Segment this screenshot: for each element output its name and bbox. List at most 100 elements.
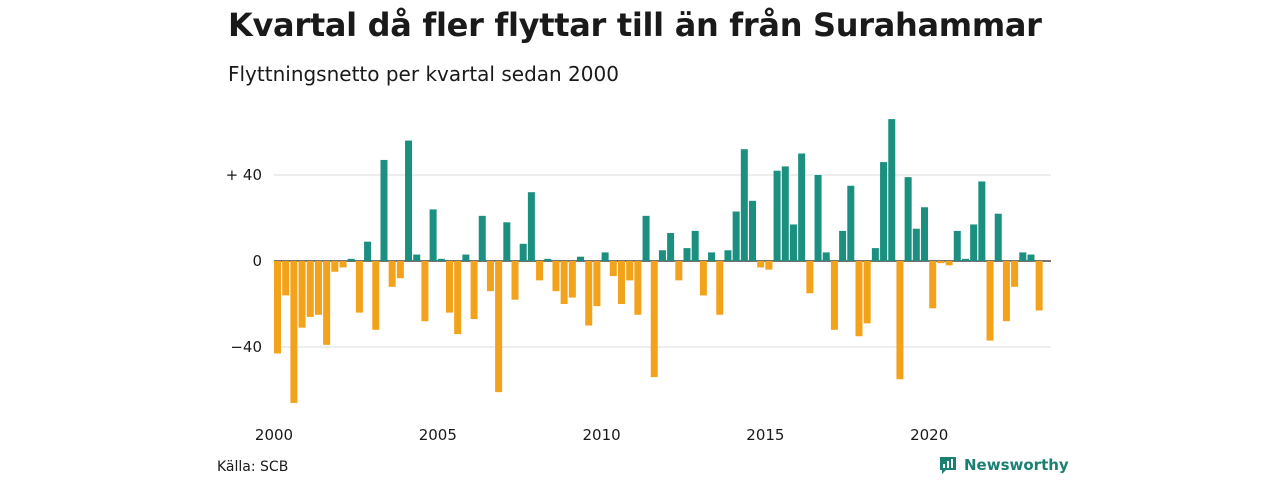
bar-2023-q1[interactable] <box>1027 254 1035 261</box>
bar-2019-q3[interactable] <box>912 228 920 261</box>
bar-2000-q4[interactable] <box>298 261 306 328</box>
bar-2005-q1[interactable] <box>437 258 445 261</box>
bar-2008-q1[interactable] <box>536 261 544 281</box>
bar-2009-q3[interactable] <box>585 261 593 326</box>
bar-2002-q2[interactable] <box>347 258 355 261</box>
bar-2017-q4[interactable] <box>855 261 863 337</box>
bar-2000-q3[interactable] <box>290 261 298 403</box>
bar-2022-q2[interactable] <box>1002 261 1010 322</box>
bar-2004-q4[interactable] <box>429 209 437 261</box>
bar-2002-q1[interactable] <box>339 261 347 268</box>
bar-2004-q2[interactable] <box>413 254 421 261</box>
bar-2008-q3[interactable] <box>552 261 560 292</box>
bar-2020-q3[interactable] <box>945 261 953 266</box>
bar-2003-q4[interactable] <box>396 261 404 279</box>
bar-2003-q1[interactable] <box>372 261 380 330</box>
bar-2006-q3[interactable] <box>486 261 494 292</box>
bar-2015-q4[interactable] <box>789 224 797 261</box>
bar-2003-q2[interactable] <box>380 159 388 261</box>
bar-2001-q2[interactable] <box>314 261 322 315</box>
bar-2016-q3[interactable] <box>814 175 822 261</box>
bar-2011-q1[interactable] <box>634 261 642 315</box>
bar-2001-q1[interactable] <box>306 261 314 317</box>
bar-2006-q2[interactable] <box>478 215 486 261</box>
bar-2016-q1[interactable] <box>798 153 806 262</box>
bar-2005-q4[interactable] <box>462 254 470 261</box>
bar-2006-q4[interactable] <box>495 261 503 393</box>
bar-2015-q2[interactable] <box>773 170 781 261</box>
bar-2017-q3[interactable] <box>847 185 855 261</box>
bar-2021-q1[interactable] <box>961 258 969 261</box>
x-tick-label: 2005 <box>419 426 457 444</box>
bar-2021-q3[interactable] <box>978 181 986 261</box>
bar-2023-q2[interactable] <box>1035 261 1043 311</box>
bar-2014-q2[interactable] <box>740 149 748 261</box>
bar-2011-q3[interactable] <box>650 261 658 378</box>
bar-2012-q3[interactable] <box>683 248 691 261</box>
bar-2015-q3[interactable] <box>781 166 789 261</box>
bars <box>274 119 1043 403</box>
bar-2001-q4[interactable] <box>331 261 339 272</box>
bar-2018-q1[interactable] <box>863 261 871 324</box>
brand-logo[interactable]: Newsworthy <box>938 455 1069 475</box>
bar-2008-q4[interactable] <box>560 261 568 304</box>
bar-2010-q1[interactable] <box>601 252 609 261</box>
bar-2007-q3[interactable] <box>519 243 527 261</box>
bar-2013-q1[interactable] <box>699 261 707 296</box>
bar-2007-q2[interactable] <box>511 261 519 300</box>
bar-2009-q1[interactable] <box>568 261 576 298</box>
bar-2012-q2[interactable] <box>675 261 683 281</box>
bar-2012-q1[interactable] <box>667 233 675 261</box>
bar-2019-q1[interactable] <box>896 261 904 380</box>
bar-2006-q1[interactable] <box>470 261 478 320</box>
bar-2020-q2[interactable] <box>937 261 945 264</box>
axis-labels: + 40 0 −40 2000 2005 2010 2015 2020 <box>226 166 949 444</box>
bar-2022-q1[interactable] <box>994 213 1002 261</box>
bar-2005-q3[interactable] <box>454 261 462 335</box>
bar-2016-q4[interactable] <box>822 252 830 261</box>
bar-2009-q4[interactable] <box>593 261 601 307</box>
bar-2013-q2[interactable] <box>708 252 716 261</box>
bar-2017-q2[interactable] <box>839 230 847 261</box>
bar-2022-q3[interactable] <box>1011 261 1019 287</box>
bar-2011-q2[interactable] <box>642 215 650 261</box>
bar-2019-q2[interactable] <box>904 177 912 261</box>
bar-2000-q2[interactable] <box>282 261 290 296</box>
bar-2016-q2[interactable] <box>806 261 814 294</box>
bar-2014-q1[interactable] <box>732 211 740 261</box>
bar-2022-q4[interactable] <box>1019 252 1027 261</box>
bar-2015-q1[interactable] <box>765 261 773 270</box>
bar-2010-q4[interactable] <box>626 261 634 281</box>
bar-2008-q2[interactable] <box>544 258 552 261</box>
bar-2014-q4[interactable] <box>757 261 765 268</box>
bar-2007-q4[interactable] <box>527 192 535 261</box>
bar-2003-q3[interactable] <box>388 261 396 287</box>
bar-2001-q3[interactable] <box>323 261 331 345</box>
bar-2002-q4[interactable] <box>364 241 372 261</box>
bar-2009-q2[interactable] <box>577 256 585 261</box>
bar-2020-q4[interactable] <box>953 230 961 261</box>
bar-2005-q2[interactable] <box>445 261 453 313</box>
bar-2011-q4[interactable] <box>658 250 666 261</box>
bar-2012-q4[interactable] <box>691 230 699 261</box>
bar-2004-q1[interactable] <box>405 140 413 261</box>
bar-2010-q2[interactable] <box>609 261 617 277</box>
bar-2004-q3[interactable] <box>421 261 429 322</box>
bar-2020-q1[interactable] <box>929 261 937 309</box>
newsworthy-logo-icon <box>940 457 956 474</box>
bar-2014-q3[interactable] <box>749 200 757 261</box>
bar-2018-q4[interactable] <box>888 119 896 261</box>
bar-2018-q3[interactable] <box>880 162 888 261</box>
bar-2017-q1[interactable] <box>830 261 838 330</box>
bar-2000-q1[interactable] <box>274 261 281 354</box>
bar-2010-q3[interactable] <box>617 261 625 304</box>
bar-2018-q2[interactable] <box>871 248 879 261</box>
bar-2021-q4[interactable] <box>986 261 994 341</box>
bar-2002-q3[interactable] <box>355 261 363 313</box>
bar-2013-q3[interactable] <box>716 261 724 315</box>
bar-2007-q1[interactable] <box>503 222 511 261</box>
bar-2013-q4[interactable] <box>724 250 732 261</box>
bar-2021-q2[interactable] <box>970 224 978 261</box>
bar-2019-q4[interactable] <box>921 207 929 261</box>
